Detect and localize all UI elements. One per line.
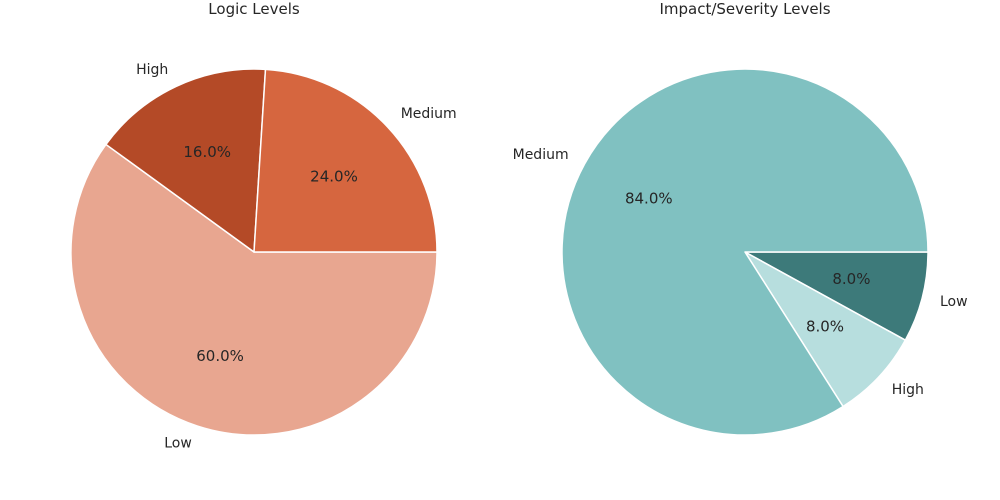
impact-slice-label-medium: Medium <box>513 147 569 163</box>
impact-severity-levels-pie: Impact/Severity Levels Medium 84.0% High 8.… <box>513 0 968 436</box>
logic-slice-high <box>105 68 267 253</box>
logic-slice-label-low: Low <box>164 435 192 451</box>
logic-slice-medium <box>253 68 438 253</box>
logic-levels-pie: Logic Levels Medium 24.0% High 16.0% Low 60.0… <box>70 0 457 451</box>
impact-severity-levels-title: Impact/Severity Levels <box>659 0 830 18</box>
logic-pct-label-high: 16.0% <box>183 143 231 161</box>
logic-slice-label-medium: Medium <box>401 106 457 122</box>
logic-slice-label-high: High <box>136 62 168 78</box>
logic-pct-label-low: 60.0% <box>196 347 244 365</box>
logic-levels-title: Logic Levels <box>208 0 300 18</box>
impact-slice-high <box>744 251 907 408</box>
impact-slice-low <box>744 251 929 341</box>
logic-slice-low <box>70 143 438 436</box>
impact-slice-label-low: Low <box>940 294 968 310</box>
logic-pct-label-medium: 24.0% <box>310 167 358 185</box>
impact-slice-medium <box>561 68 929 436</box>
impact-slice-label-high: High <box>892 382 924 398</box>
impact-pct-label-low: 8.0% <box>832 270 870 288</box>
impact-pct-label-medium: 84.0% <box>625 190 673 208</box>
impact-pct-label-high: 8.0% <box>806 318 844 336</box>
